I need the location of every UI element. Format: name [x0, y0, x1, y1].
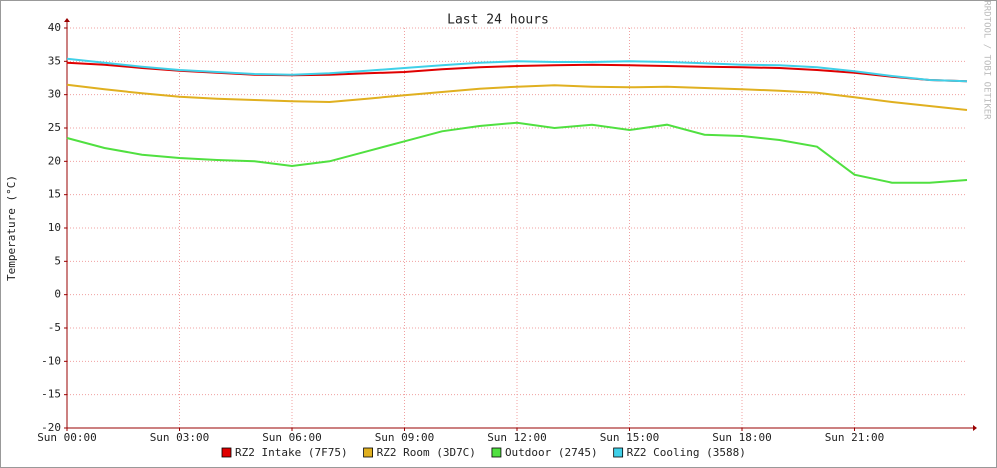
y-tick-label: 25	[48, 121, 61, 134]
series-line	[66, 57, 968, 83]
y-tick-label: -10	[41, 354, 61, 367]
legend-swatch	[363, 447, 373, 458]
y-tick-label: -20	[41, 421, 61, 434]
chart-title: Last 24 hours	[447, 13, 549, 28]
legend-swatch	[221, 447, 232, 458]
x-tick-label: Sun 03:00	[150, 431, 210, 444]
y-tick-label: 30	[48, 88, 61, 101]
watermark: RRDTOOL / TOBI OETIKER	[982, 0, 992, 120]
y-tick-label: -5	[48, 321, 61, 334]
x-tick-label: Sun 06:00	[262, 431, 322, 444]
legend-label: RZ2 Intake (7F75)	[235, 446, 348, 459]
y-tick-label: 15	[48, 188, 61, 201]
x-tick-label: Sun 15:00	[600, 431, 660, 444]
y-axis-label: Temperature (°C)	[5, 175, 18, 281]
legend-label: Outdoor (2745)	[505, 446, 598, 459]
y-tick-label: 35	[48, 54, 61, 67]
x-tick-label: Sun 09:00	[375, 431, 435, 444]
y-tick-label: 5	[54, 254, 61, 267]
legend-label: RZ2 Room (3D7C)	[377, 446, 476, 459]
x-tick-label: Sun 21:00	[825, 431, 885, 444]
y-tick-label: 20	[48, 154, 61, 167]
series-line	[66, 83, 968, 111]
legend-swatch	[613, 447, 624, 458]
series-line	[66, 121, 968, 184]
legend-label: RZ2 Cooling (3588)	[627, 446, 746, 459]
x-tick-label: Sun 18:00	[712, 431, 772, 444]
y-axis-arrow	[64, 18, 70, 22]
y-tick-label: 10	[48, 221, 61, 234]
y-tick-label: -15	[41, 388, 61, 401]
x-tick-label: Sun 12:00	[487, 431, 547, 444]
x-axis-arrow	[973, 425, 977, 431]
y-tick-label: 0	[54, 288, 61, 301]
y-tick-label: 40	[48, 21, 61, 34]
x-tick-label: Sun 00:00	[37, 431, 97, 444]
legend-swatch	[491, 447, 502, 458]
